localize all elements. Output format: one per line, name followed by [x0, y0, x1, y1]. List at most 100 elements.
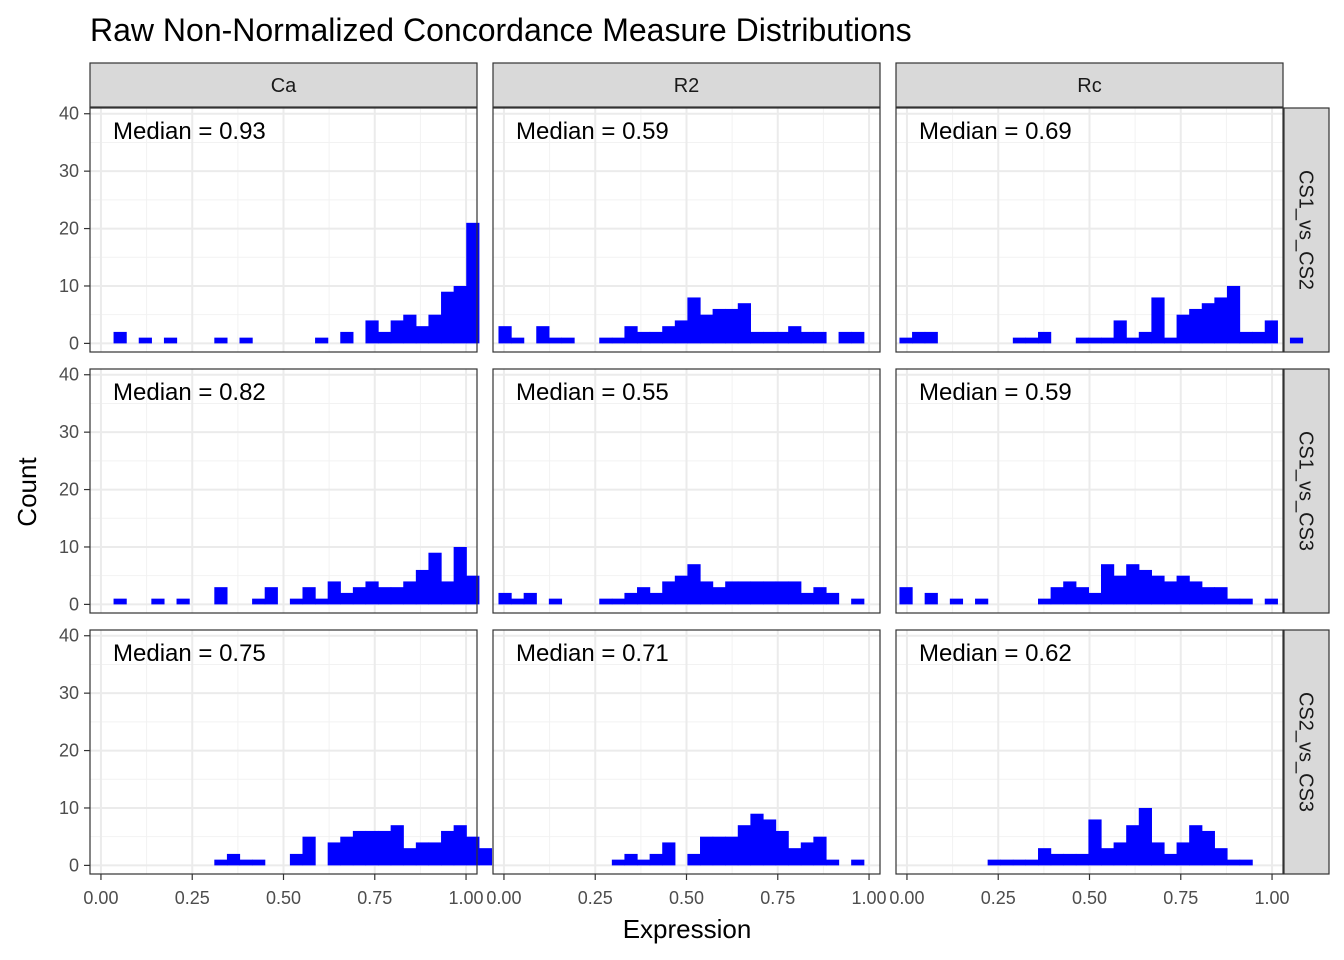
histogram-bar: [649, 853, 663, 866]
chart-title: Raw Non-Normalized Concordance Measure D…: [90, 12, 912, 48]
median-annotation: Median = 0.82: [113, 379, 266, 406]
histogram-bar: [687, 297, 701, 344]
median-annotation: Median = 0.62: [919, 640, 1072, 667]
histogram-bar: [899, 337, 913, 344]
histogram-bar: [1163, 853, 1178, 866]
histogram-bar: [649, 592, 663, 605]
column-strip: [89, 62, 478, 108]
histogram-bar: [762, 581, 777, 605]
histogram-bar: [737, 825, 751, 866]
histogram-bar: [428, 842, 442, 866]
median-annotation: Median = 0.69: [919, 118, 1072, 145]
histogram-bar: [788, 326, 802, 344]
histogram-bar: [1201, 830, 1215, 866]
histogram-bar: [1189, 825, 1203, 866]
y-tick-label: 30: [59, 422, 79, 442]
histogram-bar: [813, 836, 827, 866]
histogram-bar: [611, 337, 626, 344]
histogram-bar: [428, 552, 442, 605]
histogram-bar: [1176, 314, 1190, 344]
histogram-bar: [1050, 587, 1064, 605]
median-annotation: Median = 0.75: [113, 640, 266, 667]
facet-panel: Median = 0.59: [895, 368, 1284, 614]
histogram-bar: [264, 587, 278, 605]
facet-panel: Median = 0.71 0.00 0.25 0.50 0.75 1.00: [486, 629, 887, 908]
histogram-bar: [825, 859, 840, 866]
histogram-bar: [1101, 564, 1115, 605]
column-strip-label: Rc: [1077, 75, 1101, 97]
x-tick-label: 0.00: [83, 888, 118, 908]
histogram-bar: [662, 842, 676, 866]
x-tick-label: 0.25: [578, 888, 613, 908]
histogram-bar: [1252, 331, 1266, 344]
panel-border: [492, 368, 881, 614]
histogram-bar: [1075, 853, 1090, 866]
histogram-bar: [899, 587, 913, 605]
histogram-bar: [800, 331, 814, 344]
facet-grid: Ca R2 RcCS1_vs_CS2CS1_vs_CS3CS2_vs_CS3Medi…: [59, 62, 1330, 908]
histogram-bar: [1163, 337, 1178, 344]
histogram-bar: [750, 331, 764, 344]
histogram-bar: [813, 587, 827, 605]
histogram-bar: [441, 830, 455, 866]
histogram-bar: [403, 848, 417, 866]
histogram-bar: [775, 581, 789, 605]
row-strip: [1283, 629, 1330, 875]
histogram-bar: [1113, 320, 1127, 344]
median-annotation: Median = 0.59: [516, 118, 669, 145]
histogram-bar: [1126, 564, 1140, 605]
histogram-bar: [390, 587, 404, 605]
histogram-bar: [289, 598, 304, 605]
histogram-bar: [1151, 575, 1165, 605]
histogram-bar: [340, 836, 354, 866]
y-tick-label: 20: [59, 480, 79, 500]
histogram-bar: [302, 836, 316, 866]
histogram-bar: [712, 836, 726, 866]
histogram-bar: [511, 598, 525, 605]
histogram-bar: [453, 825, 467, 866]
histogram-bar: [599, 598, 613, 605]
panel-border: [895, 107, 1284, 353]
histogram-bar: [441, 581, 455, 605]
histogram-bar: [536, 326, 550, 344]
row-strip-label: CS2_vs_CS3: [1295, 692, 1317, 812]
histogram-bar: [838, 331, 852, 344]
histogram-bar: [1088, 592, 1102, 605]
histogram-bar: [466, 575, 480, 605]
histogram-bar: [1239, 859, 1253, 866]
facet-panel: Median = 0.75 0 10 20 30 40 0.00 0.25 0.50 0.75 1.…: [59, 626, 493, 908]
histogram-bar: [113, 598, 127, 605]
histogram-bar: [478, 848, 493, 866]
row-strip-label: CS1_vs_CS3: [1295, 431, 1317, 551]
histogram-bar: [1025, 337, 1039, 344]
y-tick-label: 10: [59, 798, 79, 818]
histogram-bar: [1038, 331, 1052, 344]
histogram-bar: [975, 598, 989, 605]
histogram-bar: [851, 331, 865, 344]
histogram-bar: [302, 587, 316, 605]
x-tick-label: 0.75: [1163, 888, 1198, 908]
histogram-bar: [378, 830, 392, 866]
y-tick-label: 10: [59, 537, 79, 557]
histogram-bar: [403, 581, 417, 605]
histogram-bar: [226, 853, 241, 866]
histogram-bar: [737, 303, 751, 344]
y-tick-label: 0: [69, 855, 79, 875]
histogram-bar: [700, 314, 714, 344]
histogram-bar: [176, 598, 190, 605]
median-annotation: Median = 0.59: [919, 379, 1072, 406]
histogram-bar: [624, 853, 638, 866]
y-tick-label: 0: [69, 594, 79, 614]
histogram-bar: [378, 331, 392, 344]
histogram-bar: [1226, 859, 1241, 866]
histogram-bar: [611, 598, 626, 605]
column-strip-label: Ca: [271, 75, 297, 97]
histogram-bar: [1264, 598, 1278, 605]
histogram-bar: [390, 320, 404, 344]
histogram-bar: [340, 331, 354, 344]
histogram-bar: [415, 569, 430, 605]
histogram-bar: [315, 337, 329, 344]
histogram-bar: [252, 598, 266, 605]
histogram-bar: [239, 337, 253, 344]
